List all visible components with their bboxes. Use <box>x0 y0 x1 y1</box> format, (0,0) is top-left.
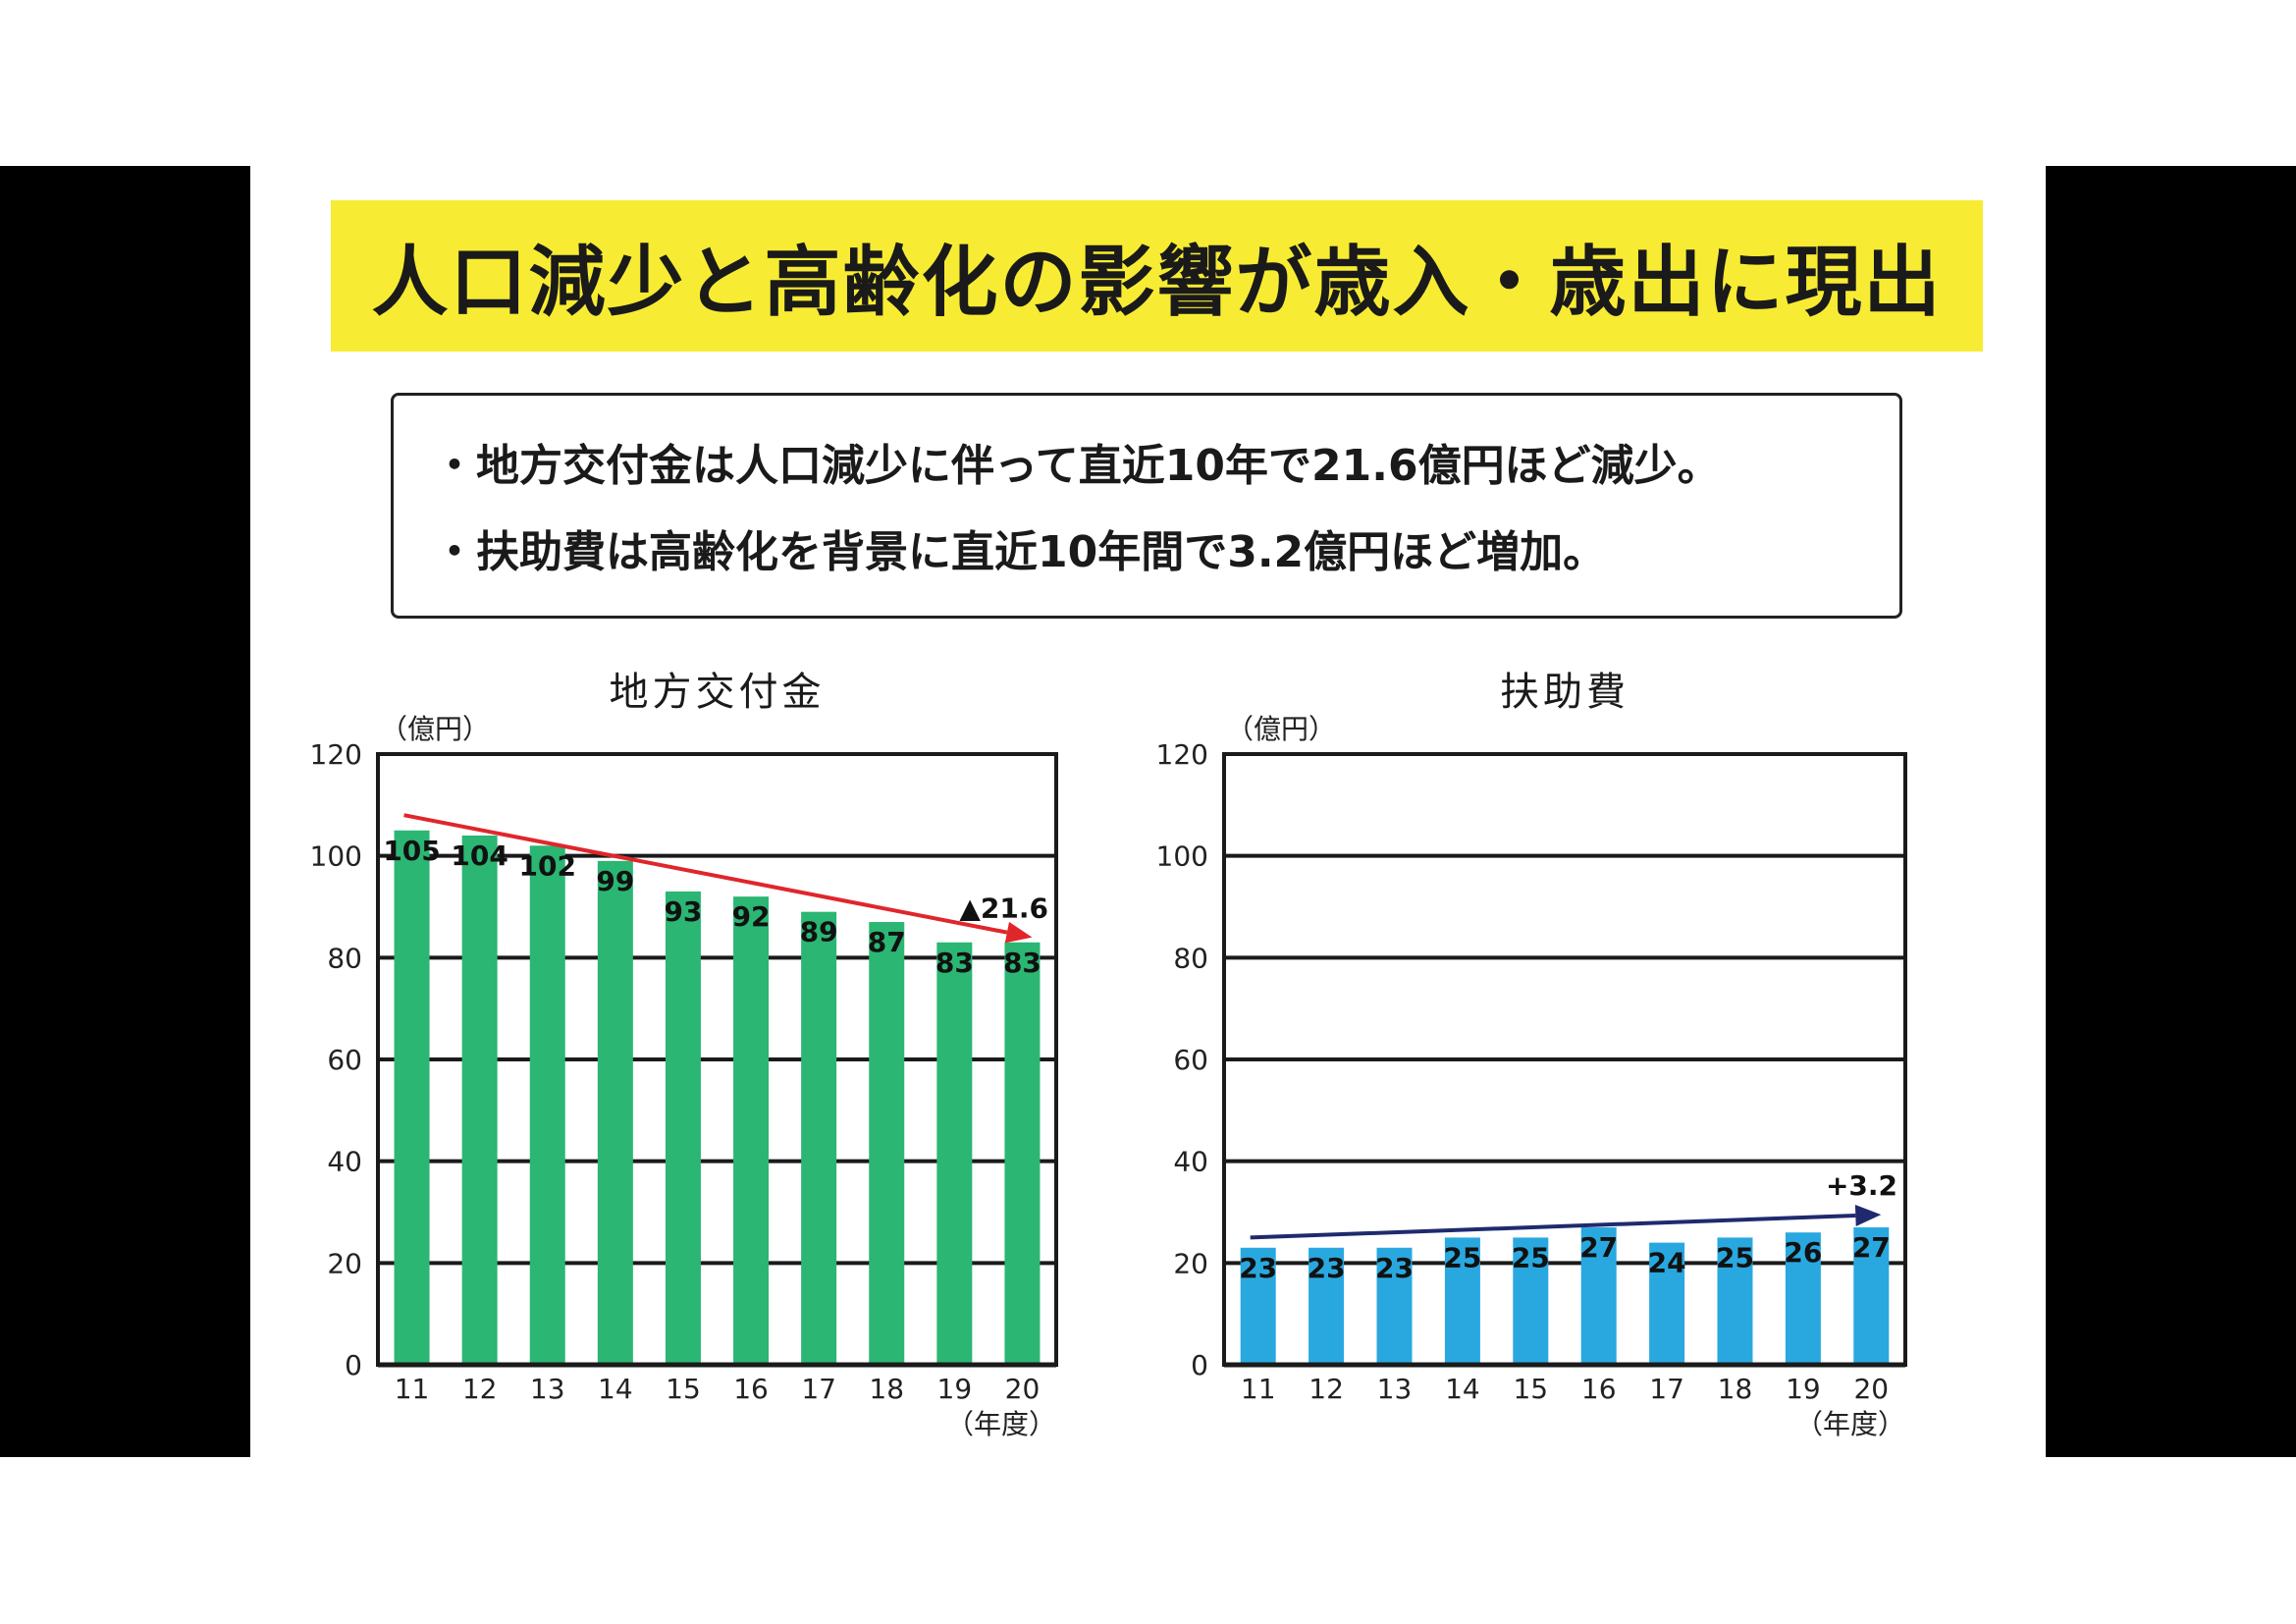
y-tick-label: 80 <box>327 942 362 974</box>
x-tick-label: 15 <box>666 1373 701 1405</box>
bar-value-label: 92 <box>732 900 771 933</box>
y-tick-label: 20 <box>327 1247 362 1279</box>
trend-arrow-head <box>1004 921 1033 944</box>
bar <box>1853 1227 1890 1365</box>
y-axis-unit: （億円） <box>380 713 490 745</box>
x-tick-label: 18 <box>869 1373 904 1405</box>
trend-arrow-head <box>1854 1205 1882 1227</box>
bar <box>1004 942 1041 1365</box>
x-axis-unit: （年度） <box>1795 1408 1905 1440</box>
summary-line: ・扶助費は高齢化を背景に直近10年間で3.2億円ほど増加。 <box>433 527 1607 577</box>
bar-value-label: 27 <box>1579 1231 1618 1264</box>
chart-title: 地方交付金 <box>610 670 826 715</box>
bar <box>733 896 770 1365</box>
bar-value-label: 26 <box>1784 1236 1822 1269</box>
trend-arrow-line <box>1250 1214 1856 1240</box>
letterbox-left <box>0 166 250 1457</box>
bar <box>1580 1227 1617 1365</box>
y-tick-label: 120 <box>1156 738 1208 771</box>
bar-value-label: 25 <box>1716 1241 1754 1273</box>
bar <box>936 942 973 1365</box>
y-tick-label: 40 <box>1173 1146 1208 1178</box>
bar-value-label: 99 <box>596 865 634 897</box>
y-tick-label: 20 <box>1173 1247 1208 1279</box>
x-tick-label: 12 <box>1308 1373 1344 1405</box>
bar <box>1444 1237 1480 1365</box>
bar-value-label: 105 <box>383 835 440 867</box>
trend-arrow-line <box>403 813 1008 935</box>
y-tick-label: 100 <box>310 840 362 873</box>
bar <box>597 860 633 1365</box>
bar-value-label: 87 <box>868 926 906 958</box>
trend-annotation: ▲21.6 <box>959 893 1048 925</box>
bar <box>461 835 498 1365</box>
y-tick-label: 0 <box>1191 1349 1208 1381</box>
bar-value-label: 25 <box>1512 1241 1550 1273</box>
y-tick-label: 80 <box>1173 942 1208 974</box>
x-tick-label: 11 <box>395 1373 430 1405</box>
bar <box>1513 1237 1549 1365</box>
bar <box>1785 1232 1821 1365</box>
bar-value-label: 83 <box>935 947 974 979</box>
chart-title: 扶助費 <box>1500 670 1629 715</box>
summary-line: ・地方交付金は人口減少に伴って直近10年で21.6億円ほど減少。 <box>433 441 1721 491</box>
x-tick-label: 20 <box>1853 1373 1889 1405</box>
title-banner: 人口減少と高齢化の影響が歳入・歳出に現出 <box>331 200 1983 352</box>
bar-value-label: 83 <box>1003 947 1041 979</box>
y-axis-unit: （億円） <box>1226 713 1336 745</box>
x-tick-label: 18 <box>1718 1373 1753 1405</box>
x-tick-label: 17 <box>801 1373 836 1405</box>
x-tick-label: 16 <box>1581 1373 1617 1405</box>
x-tick-label: 12 <box>462 1373 498 1405</box>
x-tick-label: 19 <box>937 1373 973 1405</box>
x-tick-label: 15 <box>1513 1373 1548 1405</box>
page-title: 人口減少と高齢化の影響が歳入・歳出に現出 <box>371 239 1943 327</box>
bar-value-label: 104 <box>451 839 507 872</box>
x-tick-label: 13 <box>1377 1373 1413 1405</box>
bar-value-label: 24 <box>1648 1247 1686 1279</box>
bar-value-label: 102 <box>519 849 576 882</box>
x-tick-label: 13 <box>530 1373 565 1405</box>
x-axis-unit: （年度） <box>946 1408 1056 1440</box>
summary-box: ・地方交付金は人口減少に伴って直近10年で21.6億円ほど減少。 ・扶助費は高齢… <box>391 393 1902 619</box>
bar <box>665 891 701 1365</box>
x-tick-label: 11 <box>1241 1373 1276 1405</box>
bar-value-label: 25 <box>1443 1241 1481 1273</box>
bar-value-label: 23 <box>1375 1252 1414 1284</box>
x-tick-label: 19 <box>1786 1373 1821 1405</box>
x-tick-label: 17 <box>1649 1373 1684 1405</box>
y-tick-label: 120 <box>310 738 362 771</box>
bar <box>869 922 905 1365</box>
bar <box>394 830 430 1365</box>
x-tick-label: 20 <box>1005 1373 1041 1405</box>
bar <box>1376 1247 1413 1365</box>
letterbox-right <box>2046 166 2296 1457</box>
bar <box>1240 1247 1276 1365</box>
bar <box>529 845 565 1365</box>
bar-value-label: 27 <box>1852 1231 1891 1264</box>
trend-annotation: +3.2 <box>1826 1169 1897 1202</box>
x-tick-label: 14 <box>1445 1373 1480 1405</box>
x-tick-label: 14 <box>598 1373 633 1405</box>
bar-value-label: 93 <box>664 895 702 928</box>
bar <box>1308 1247 1345 1365</box>
bar <box>801 911 837 1365</box>
y-tick-label: 40 <box>327 1146 362 1178</box>
y-tick-label: 60 <box>327 1044 362 1076</box>
bar-value-label: 23 <box>1308 1252 1346 1284</box>
y-tick-label: 100 <box>1156 840 1208 873</box>
bar-value-label: 89 <box>800 916 838 948</box>
bar <box>1649 1242 1685 1365</box>
x-tick-label: 16 <box>733 1373 769 1405</box>
y-tick-label: 60 <box>1173 1044 1208 1076</box>
y-tick-label: 0 <box>345 1349 362 1381</box>
bar-value-label: 23 <box>1239 1252 1277 1284</box>
bar <box>1717 1237 1753 1365</box>
